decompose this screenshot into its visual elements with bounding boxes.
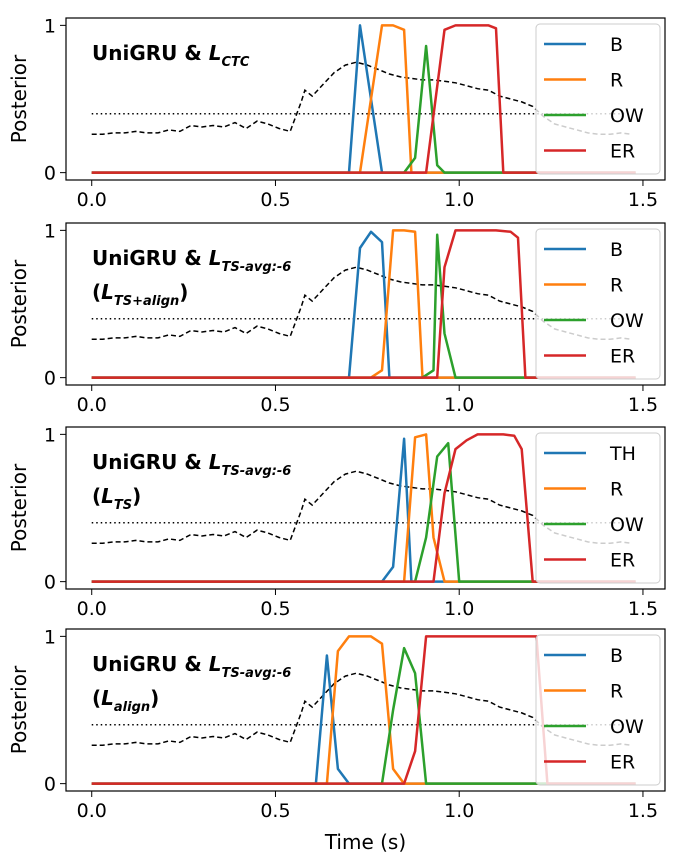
series-line-er <box>91 433 636 583</box>
subplot-2: UniGRU & LTS-avg:-6(LTS+align)BROWER010.… <box>7 220 666 416</box>
legend-label-ow: OW <box>610 716 644 738</box>
subplot-1: UniGRU & LCTC BR OW ER 0 1 0.0 0.5 1.0 1.5 Posteri… <box>7 15 666 211</box>
subplot-title-line: UniGRU & LCTC <box>92 41 250 70</box>
subplot-title-line: (LTS) <box>92 484 141 513</box>
x-tick-label: 0.0 <box>77 189 107 211</box>
axes-frame <box>65 222 666 386</box>
x-tick-label: 0.5 <box>260 394 290 416</box>
x-tick-label: 0.5 <box>260 598 290 620</box>
legend-label-er: ER <box>610 752 635 774</box>
x-tick-label: 0.0 <box>77 598 107 620</box>
legend-label-b: B <box>610 34 623 56</box>
x-tick-label: 0.0 <box>77 800 107 822</box>
x-tick-label: 1.0 <box>444 598 474 620</box>
title-symbol: L <box>209 652 222 676</box>
title-prefix: UniGRU & <box>92 652 209 676</box>
title-subscript: CTC <box>222 55 250 70</box>
title-symbol: L <box>101 280 114 304</box>
subplot-title-line: (LTS+align) <box>92 280 188 309</box>
legend-label-r: R <box>610 681 623 703</box>
legend-box <box>535 634 661 786</box>
axes-frame <box>65 17 666 181</box>
y-axis-label: Posterior <box>7 259 31 348</box>
x-tick-label: 0.5 <box>260 189 290 211</box>
title-symbol: L <box>209 246 222 270</box>
legend-label-th: TH <box>609 443 636 465</box>
y-axis-label: Posterior <box>7 463 31 552</box>
x-tick-label: 1.5 <box>628 394 658 416</box>
legend-label-b: B <box>610 239 623 261</box>
title-symbol: L <box>101 686 114 710</box>
title-symbol: L <box>209 450 222 474</box>
x-tick-label: 1.5 <box>628 800 658 822</box>
y-tick-label: 0 <box>44 572 56 594</box>
title-close: ) <box>150 686 159 710</box>
y-tick-label: 1 <box>44 626 56 648</box>
subplot-title-line: (Lalign) <box>92 686 159 715</box>
x-tick-label: 1.0 <box>444 800 474 822</box>
title-prefix: UniGRU & <box>92 41 209 65</box>
legend-box <box>535 23 661 175</box>
title-prefix: ( <box>92 280 101 304</box>
y-tick-label: 1 <box>44 220 56 242</box>
legend-box <box>535 228 661 380</box>
y-axis-label: Posterior <box>7 54 31 143</box>
subplot-title-line: UniGRU & LTS-avg:-6 <box>92 652 291 681</box>
title-prefix: ( <box>92 484 101 508</box>
title-prefix: ( <box>92 686 101 710</box>
legend-label-r: R <box>610 275 623 297</box>
axes-frame <box>65 426 666 590</box>
title-subscript: TS <box>114 498 132 513</box>
legend-box <box>535 432 661 584</box>
series-line-r <box>91 635 636 785</box>
axes-frame <box>65 628 666 792</box>
y-tick-label: 0 <box>44 163 56 185</box>
y-tick-label: 1 <box>44 424 56 446</box>
y-tick-label: 0 <box>44 774 56 796</box>
title-subscript: TS-avg:-6 <box>222 464 292 479</box>
legend-label-ow: OW <box>610 310 644 332</box>
title-close: ) <box>132 484 141 508</box>
title-close: ) <box>179 280 188 304</box>
title-prefix: UniGRU & <box>92 246 209 270</box>
legend-label-er: ER <box>610 550 635 572</box>
legend-label-r: R <box>610 70 623 92</box>
legend-label-ow: OW <box>610 105 644 127</box>
x-tick-label: 1.5 <box>628 598 658 620</box>
y-tick-label: 1 <box>44 15 56 37</box>
x-tick-label: 0.0 <box>77 394 107 416</box>
legend-label-b: B <box>610 645 623 667</box>
series-line-er <box>91 229 636 379</box>
title-subscript: TS-avg:-6 <box>222 666 292 681</box>
title-subscript: align <box>114 700 150 715</box>
subplot-title-line: UniGRU & LTS-avg:-6 <box>92 450 291 479</box>
title-subscript: TS+align <box>114 294 179 309</box>
legend-label-r: R <box>610 479 623 501</box>
series-line-er <box>91 24 636 174</box>
title-symbol: L <box>101 484 114 508</box>
legend-label-ow: OW <box>610 514 644 536</box>
x-tick-label: 0.5 <box>260 800 290 822</box>
x-tick-label: 1.0 <box>444 189 474 211</box>
subplot-title-line: UniGRU & LTS-avg:-6 <box>92 246 291 275</box>
legend-label-er: ER <box>610 141 635 163</box>
title-symbol: L <box>209 41 222 65</box>
x-tick-label: 1.0 <box>444 394 474 416</box>
legend-label-er: ER <box>610 346 635 368</box>
x-tick-label: 1.5 <box>628 189 658 211</box>
y-tick-label: 0 <box>44 368 56 390</box>
title-subscript: TS-avg:-6 <box>222 260 292 275</box>
title-prefix: UniGRU & <box>92 450 209 474</box>
x-axis-label: Time (s) <box>324 830 406 854</box>
y-axis-label: Posterior <box>7 665 31 754</box>
